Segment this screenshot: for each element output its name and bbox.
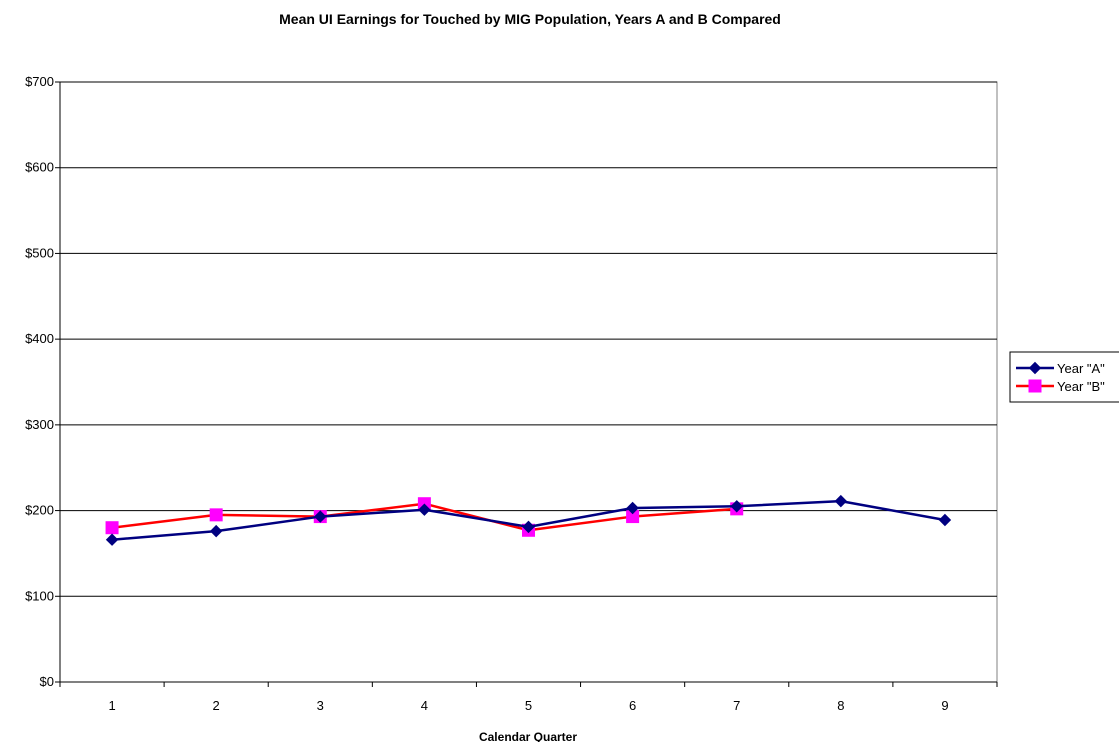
chart-title: Mean UI Earnings for Touched by MIG Popu…: [279, 11, 781, 27]
data-point-year-a: [314, 510, 327, 523]
x-tick-label: 8: [837, 698, 844, 713]
y-tick-label: $400: [25, 331, 54, 346]
plot-area: [59, 81, 998, 683]
data-point-year-a: [834, 494, 848, 508]
data-point-year-a: [105, 533, 119, 546]
series-year-a: [105, 494, 952, 546]
x-tick-label: 1: [108, 698, 115, 713]
y-tick-label: $500: [25, 245, 54, 260]
data-point-year-a: [626, 501, 639, 515]
y-tick-label: $700: [25, 74, 54, 89]
data-point-year-a: [938, 513, 952, 527]
legend-marker-year-b: [1028, 379, 1042, 393]
data-point-year-a: [418, 503, 431, 516]
y-tick-label: $0: [40, 674, 54, 689]
y-tick-label: $200: [25, 503, 54, 518]
x-tick-label: 7: [733, 698, 740, 713]
legend-label-year-a: Year "A": [1057, 361, 1105, 376]
y-tick-label: $300: [25, 417, 54, 432]
y-tick-label: $100: [25, 588, 54, 603]
legend-marker-year-a: [1028, 361, 1042, 375]
x-tick-label: 5: [525, 698, 532, 713]
series-layer: [105, 494, 952, 546]
legend-box: [1009, 351, 1119, 403]
data-point-year-a: [209, 524, 223, 538]
data-point-year-a: [730, 500, 743, 513]
data-point-year-b: [626, 510, 640, 524]
x-tick-label: 9: [941, 698, 948, 713]
x-tick-label: 2: [213, 698, 220, 713]
data-point-year-b: [209, 508, 223, 522]
x-axis-title: Calendar Quarter: [479, 730, 577, 742]
y-tick-label: $600: [25, 160, 54, 175]
x-tick-label: 6: [629, 698, 636, 713]
legend: Year "A" Year "B": [1009, 351, 1119, 403]
x-tick-label: 4: [421, 698, 428, 713]
axes: $0 $100 $200 $300 $400 $500 $600 $700 1 2 3 4 5 6 7 8 9: [25, 74, 998, 713]
legend-label-year-b: Year "B": [1057, 379, 1105, 394]
x-tick-label: 3: [317, 698, 324, 713]
data-point-year-a: [522, 520, 535, 534]
data-point-year-b: [105, 521, 119, 535]
